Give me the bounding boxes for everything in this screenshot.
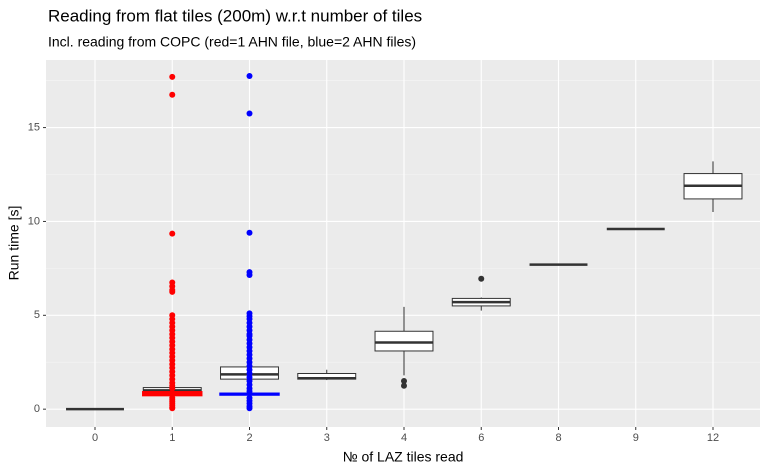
outlier	[246, 405, 253, 412]
chart-title: Reading from flat tiles (200m) w.r.t num…	[48, 6, 422, 25]
outlier	[169, 405, 176, 412]
x-tick-label: 4	[401, 432, 407, 444]
x-tick-label: 8	[555, 432, 561, 444]
outlier	[246, 72, 253, 79]
box	[374, 330, 434, 352]
outlier	[478, 275, 485, 282]
outlier	[401, 378, 407, 385]
y-tick-label: 0	[34, 403, 40, 415]
y-tick-label: 10	[28, 215, 40, 227]
x-tick-label: 6	[478, 432, 484, 444]
outlier	[246, 229, 253, 236]
outlier	[169, 288, 176, 295]
x-tick-label: 1	[169, 432, 175, 444]
chart-subtitle: Incl. reading from COPC (red=1 AHN file,…	[48, 34, 416, 50]
outlier	[169, 91, 176, 98]
x-axis-label: № of LAZ tiles read	[343, 449, 464, 465]
x-tick-label: 9	[633, 432, 639, 444]
x-tick-label: 2	[246, 432, 252, 444]
outlier	[246, 271, 253, 278]
outlier	[246, 388, 253, 395]
outlier	[169, 73, 176, 80]
outlier	[169, 385, 176, 392]
y-axis-label: Run time [s]	[6, 206, 22, 281]
y-tick-label: 15	[28, 121, 40, 133]
outlier	[401, 382, 407, 389]
outlier	[246, 110, 253, 117]
outlier	[169, 230, 176, 237]
x-tick-label: 3	[324, 432, 330, 444]
x-tick-label: 12	[707, 432, 719, 444]
y-tick-label: 5	[34, 309, 40, 321]
panel-background	[46, 60, 760, 427]
x-tick-label: 0	[92, 432, 98, 444]
